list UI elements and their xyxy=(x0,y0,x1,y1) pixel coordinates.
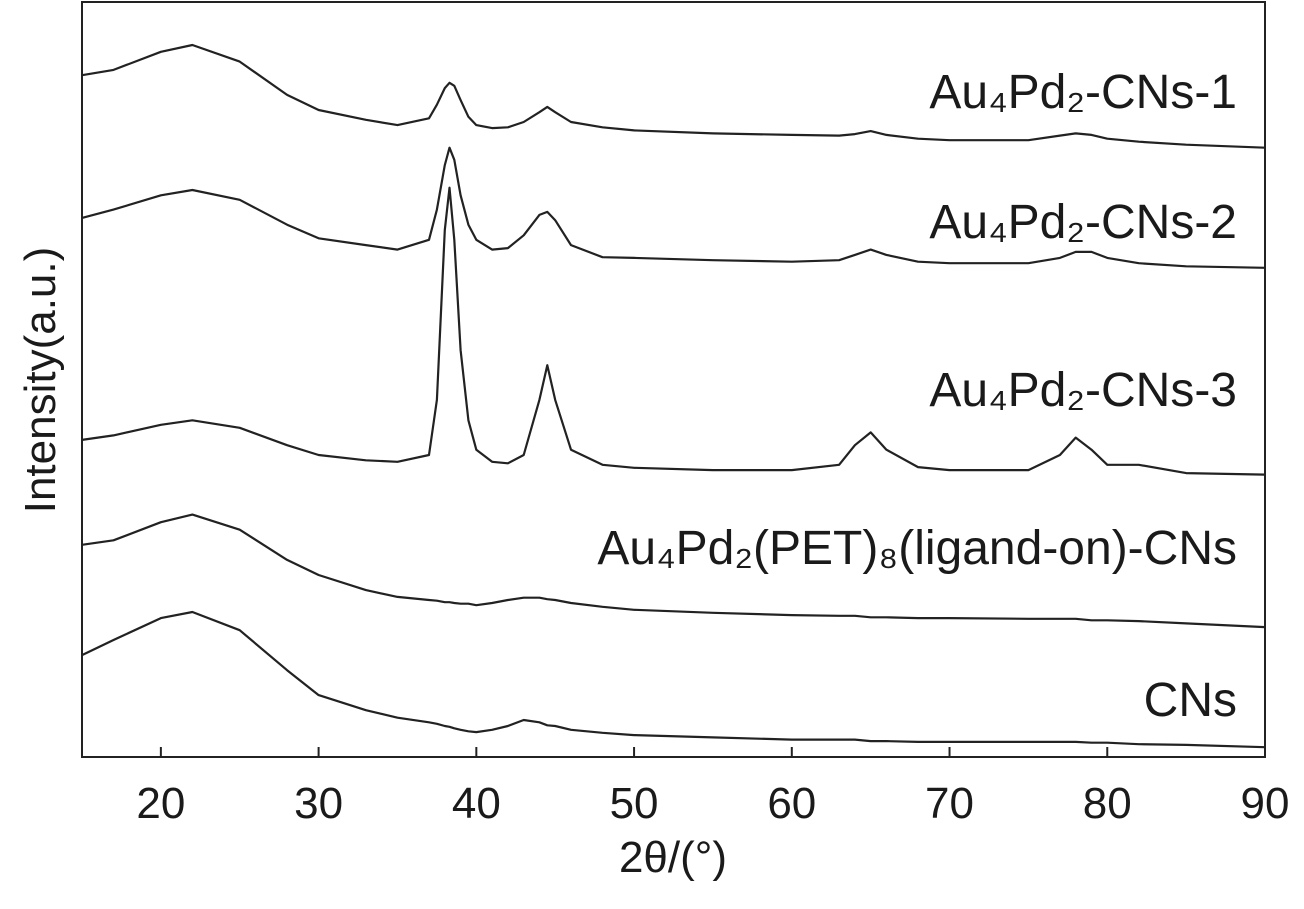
x-tick-label: 30 xyxy=(294,779,343,828)
series-label: Au₄Pd₂(PET)₈(ligand-on)-CNs xyxy=(597,522,1237,575)
series-line xyxy=(81,513,1266,629)
x-tick-label: 60 xyxy=(767,779,816,828)
x-tick-label: 90 xyxy=(1241,779,1290,828)
plot-frame xyxy=(81,1,1266,758)
x-tick-label: 80 xyxy=(1083,779,1132,828)
series-label: Au₄Pd₂-CNs-3 xyxy=(929,364,1237,417)
x-axis-label: 2θ/(°) xyxy=(619,833,727,882)
y-axis-label: Intensity(a.u.) xyxy=(16,247,65,514)
series-line xyxy=(81,186,1266,476)
x-tick-label: 40 xyxy=(452,779,501,828)
x-tick-label: 50 xyxy=(610,779,659,828)
series-line xyxy=(81,43,1266,149)
series-line xyxy=(81,146,1266,269)
series-label: Au₄Pd₂-CNs-1 xyxy=(929,66,1237,119)
x-tick-label: 70 xyxy=(925,779,974,828)
x-tick-label: 20 xyxy=(136,779,185,828)
series-label: CNs xyxy=(1144,674,1237,727)
series-label: Au₄Pd₂-CNs-2 xyxy=(929,196,1237,249)
series-line xyxy=(81,610,1266,749)
